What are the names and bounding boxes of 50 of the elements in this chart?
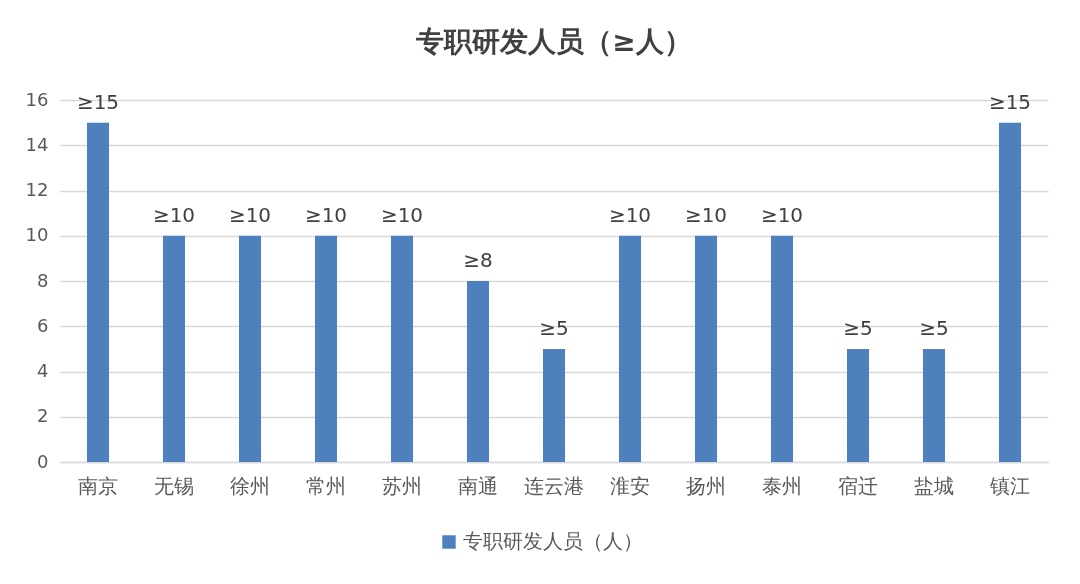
- data-label: ≥5: [843, 315, 873, 340]
- bar: [998, 122, 1022, 462]
- x-tick-label: 连云港: [524, 473, 584, 498]
- x-tick-label: 南通: [458, 473, 498, 498]
- x-tick-label: 镇江: [989, 473, 1030, 498]
- bar: [618, 235, 642, 462]
- data-label: ≥5: [539, 315, 569, 340]
- x-tick-label: 无锡: [154, 473, 194, 498]
- data-label: ≥5: [919, 315, 949, 340]
- bar: [86, 122, 110, 462]
- y-tick-label: 6: [37, 314, 49, 336]
- x-tick-label: 宿迁: [838, 473, 878, 498]
- bar: [466, 281, 490, 462]
- bar: [846, 348, 870, 462]
- data-label: ≥15: [76, 89, 120, 114]
- bar: [390, 235, 414, 462]
- y-tick-label: 10: [25, 224, 49, 246]
- x-tick-label: 泰州: [762, 473, 802, 498]
- data-label: ≥10: [760, 202, 804, 227]
- x-tick-label: 常州: [306, 473, 346, 498]
- chart-title: 专职研发人员（≥人）: [415, 25, 692, 58]
- data-label: ≥15: [988, 89, 1032, 114]
- data-label: ≥10: [380, 202, 424, 227]
- data-label: ≥10: [608, 202, 652, 227]
- bar: [238, 235, 262, 462]
- bar: [542, 348, 566, 462]
- x-tick-label: 盐城: [914, 473, 954, 498]
- y-tick-label: 14: [25, 133, 49, 155]
- bar: [314, 235, 338, 462]
- x-tick-label: 扬州: [686, 473, 726, 498]
- y-tick-label: 2: [37, 405, 49, 427]
- data-label: ≥10: [304, 202, 348, 227]
- x-tick-label: 淮安: [610, 473, 650, 498]
- data-label: ≥10: [152, 202, 196, 227]
- bar: [694, 235, 718, 462]
- bar: [770, 235, 794, 462]
- legend-label: 专职研发人员（人）: [463, 529, 643, 553]
- y-tick-label: 8: [37, 269, 49, 291]
- y-tick-label: 4: [37, 360, 49, 381]
- data-label: ≥10: [228, 202, 272, 227]
- data-label: ≥10: [684, 202, 728, 227]
- y-tick-label: 16: [25, 88, 49, 110]
- x-tick-label: 徐州: [230, 473, 270, 498]
- bar: [162, 235, 186, 462]
- bar: [922, 348, 946, 462]
- x-tick-label: 南京: [78, 473, 118, 498]
- y-tick-label: 12: [25, 179, 49, 200]
- data-label: ≥8: [463, 248, 493, 272]
- y-tick-label: 0: [37, 450, 49, 472]
- x-tick-label: 苏州: [382, 473, 422, 498]
